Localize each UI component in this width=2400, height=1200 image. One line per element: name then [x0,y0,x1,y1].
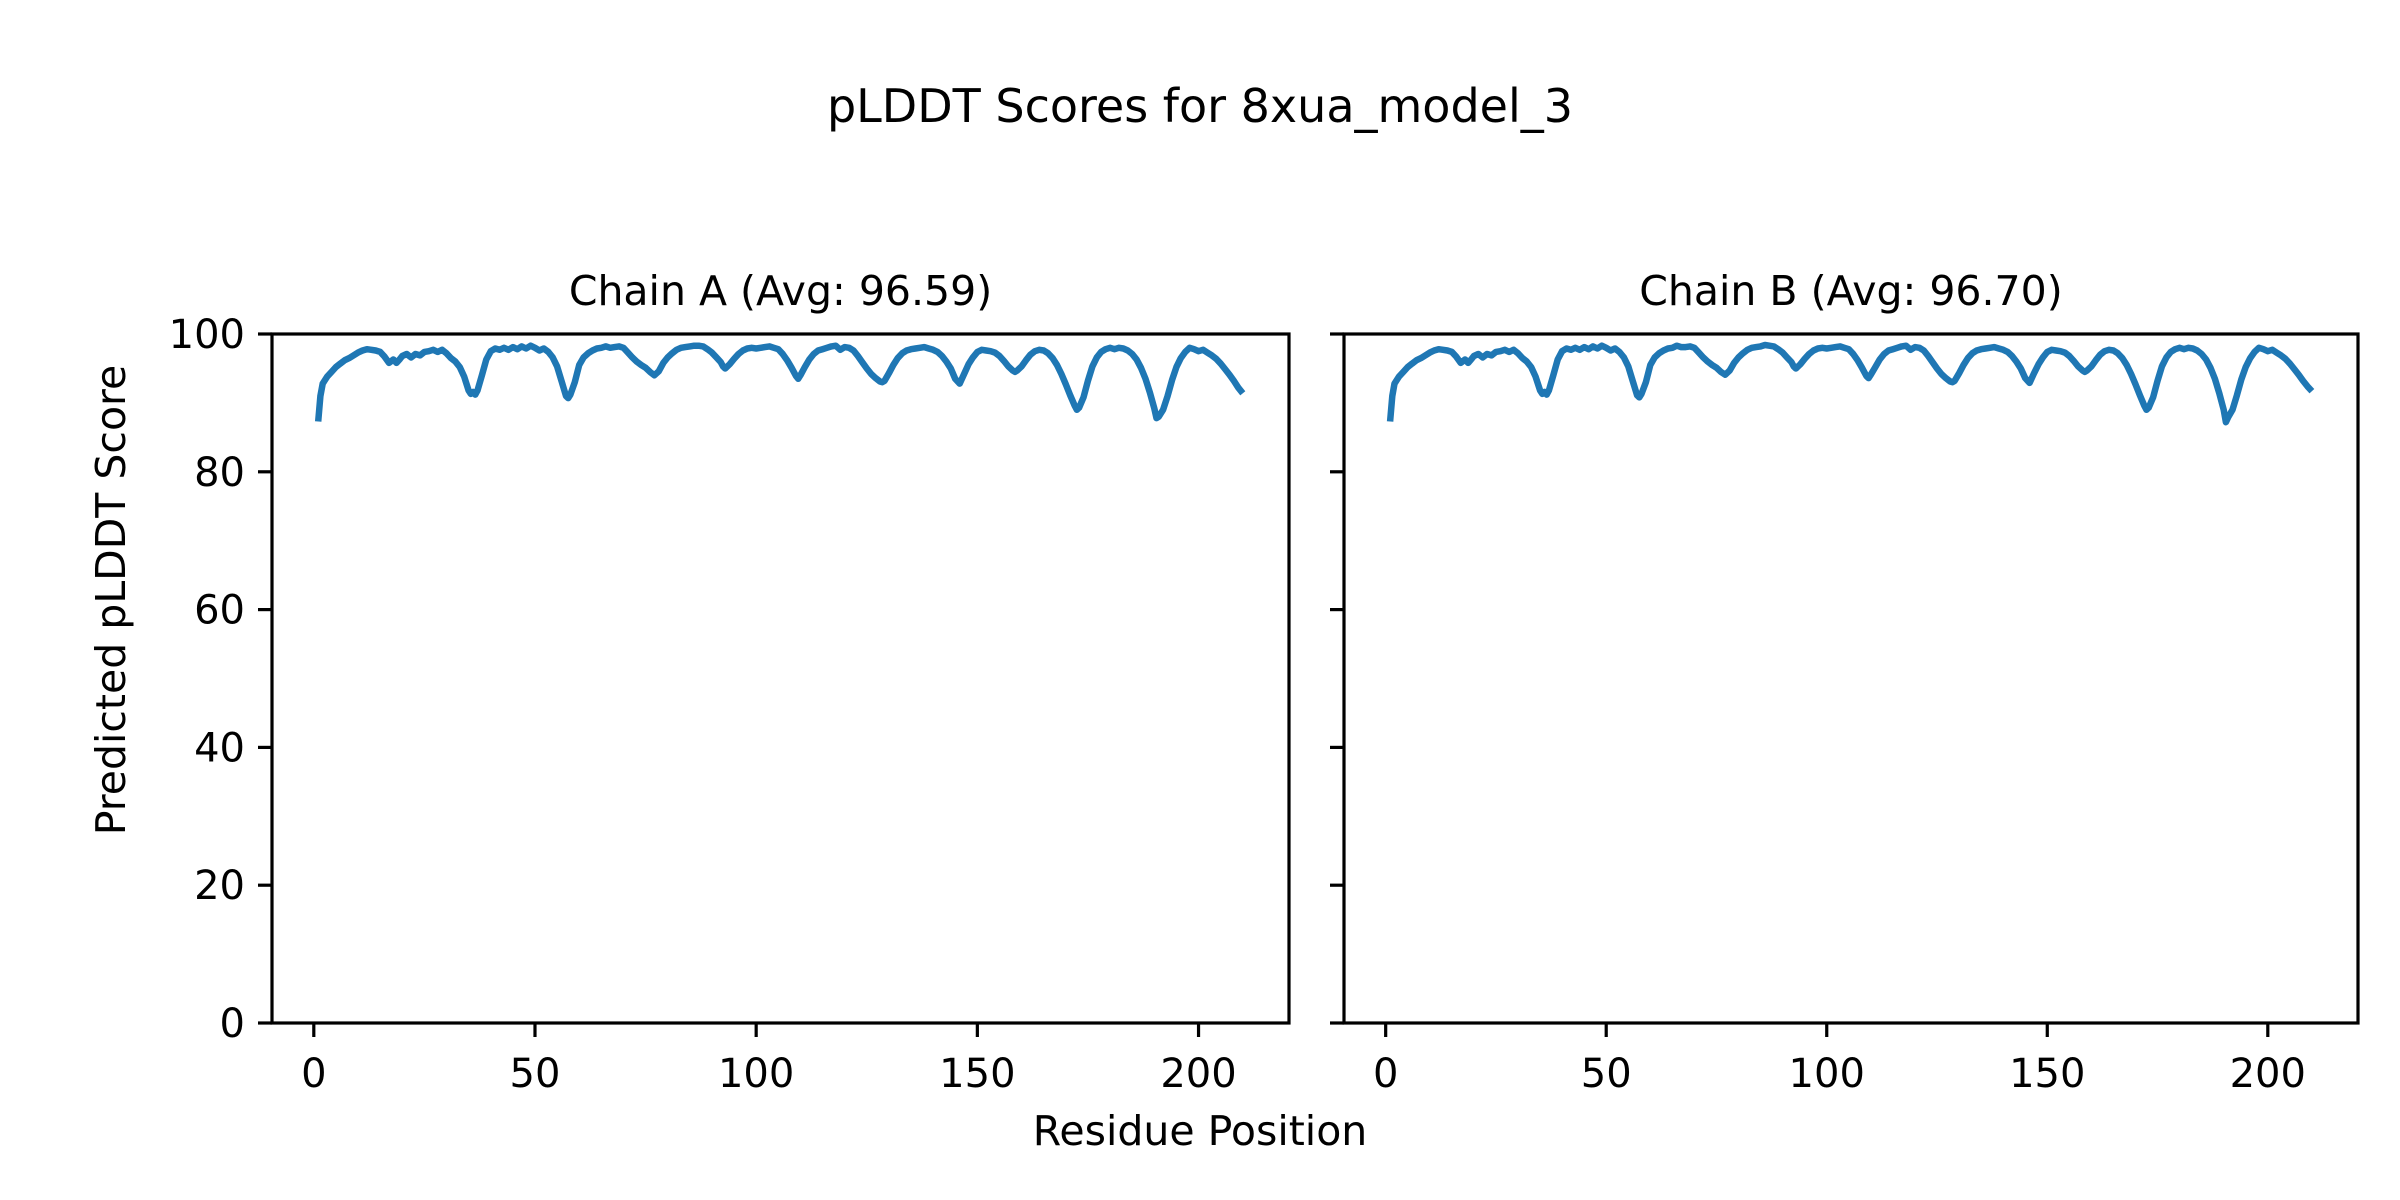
x-tick-label: 0 [1373,1051,1398,1097]
chain-a-subplot-title: Chain A (Avg: 96.59) [568,267,993,315]
y-axis-label: Predicted pLDDT Score [87,364,135,836]
y-tick-label: 0 [220,1001,245,1047]
y-tick-label: 100 [169,312,245,358]
plot-frame-chain-b [1342,332,2360,1025]
plddt-line-chain-a [314,342,1246,422]
x-tick-label: 200 [1160,1051,1236,1097]
plot-frame-chain-a [270,332,1291,1025]
chain-b-subplot-title: Chain B (Avg: 96.70) [1639,267,2063,315]
x-tick-label: 150 [939,1051,1015,1097]
x-tick-label: 50 [510,1051,561,1097]
x-tick-label: 200 [2230,1051,2306,1097]
x-tick-label: 150 [2009,1051,2085,1097]
x-axis-label: Residue Position [1032,1107,1368,1155]
x-tick-label: 0 [301,1051,326,1097]
y-tick-label: 80 [194,450,245,496]
x-tick-label: 100 [718,1051,794,1097]
x-tick-label: 100 [1789,1051,1865,1097]
figure-title: pLDDT Scores for 8xua_model_3 [826,79,1574,133]
y-tick-label: 20 [194,863,245,909]
y-tick-label: 40 [194,725,245,771]
plddt-line-chain-b [1386,341,2315,426]
x-tick-label: 50 [1581,1051,1632,1097]
y-tick-label: 60 [194,588,245,634]
